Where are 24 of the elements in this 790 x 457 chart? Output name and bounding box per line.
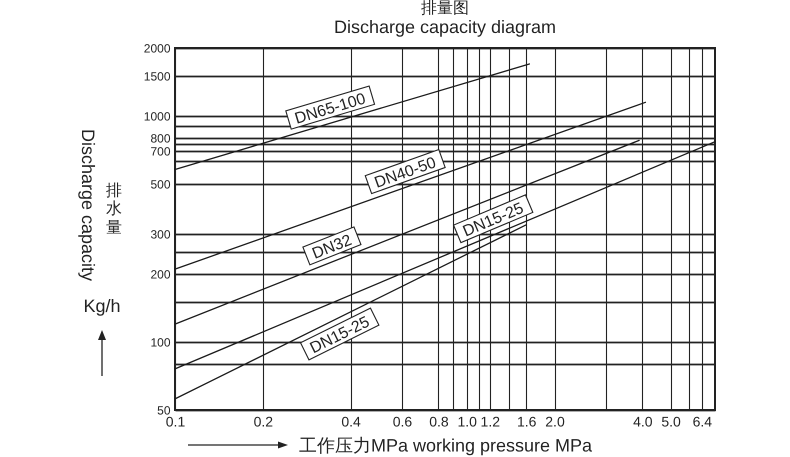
x-tick-label: 1.2 xyxy=(480,414,500,430)
x-tick-label: 1.0 xyxy=(457,414,478,430)
x-tick-label: 4.0 xyxy=(633,414,653,430)
chart-subtitle: Discharge capacity diagram xyxy=(334,17,556,37)
y-tick-label: 100 xyxy=(150,335,171,350)
x-tick-label: 0.4 xyxy=(341,414,362,430)
x-tick-label: 6.4 xyxy=(692,414,712,430)
y-tick-label: 1000 xyxy=(144,110,171,124)
y-tick-label: 300 xyxy=(150,228,171,242)
chart-title: 排量图 xyxy=(421,0,469,17)
y-tick-label: 700 xyxy=(150,144,171,159)
y-tick-label: 2000 xyxy=(144,42,171,56)
y-tick-label: 500 xyxy=(150,178,171,192)
x-tick-label: 2.0 xyxy=(545,414,565,430)
x-tick-label: 0.2 xyxy=(254,414,274,430)
x-tick-label: 0.6 xyxy=(392,414,412,430)
y-tick-label: 800 xyxy=(150,131,171,146)
y-tick-label: 200 xyxy=(150,267,171,282)
y-tick-label: 1500 xyxy=(144,70,171,84)
x-tick-label: 5.0 xyxy=(661,414,682,430)
x-tick-label: 1.6 xyxy=(517,414,537,430)
x-axis-title: 工作压力MPa working pressure MPa xyxy=(298,436,594,456)
text: DN32 xyxy=(310,232,354,263)
x-tick-label: 0.8 xyxy=(429,414,449,430)
